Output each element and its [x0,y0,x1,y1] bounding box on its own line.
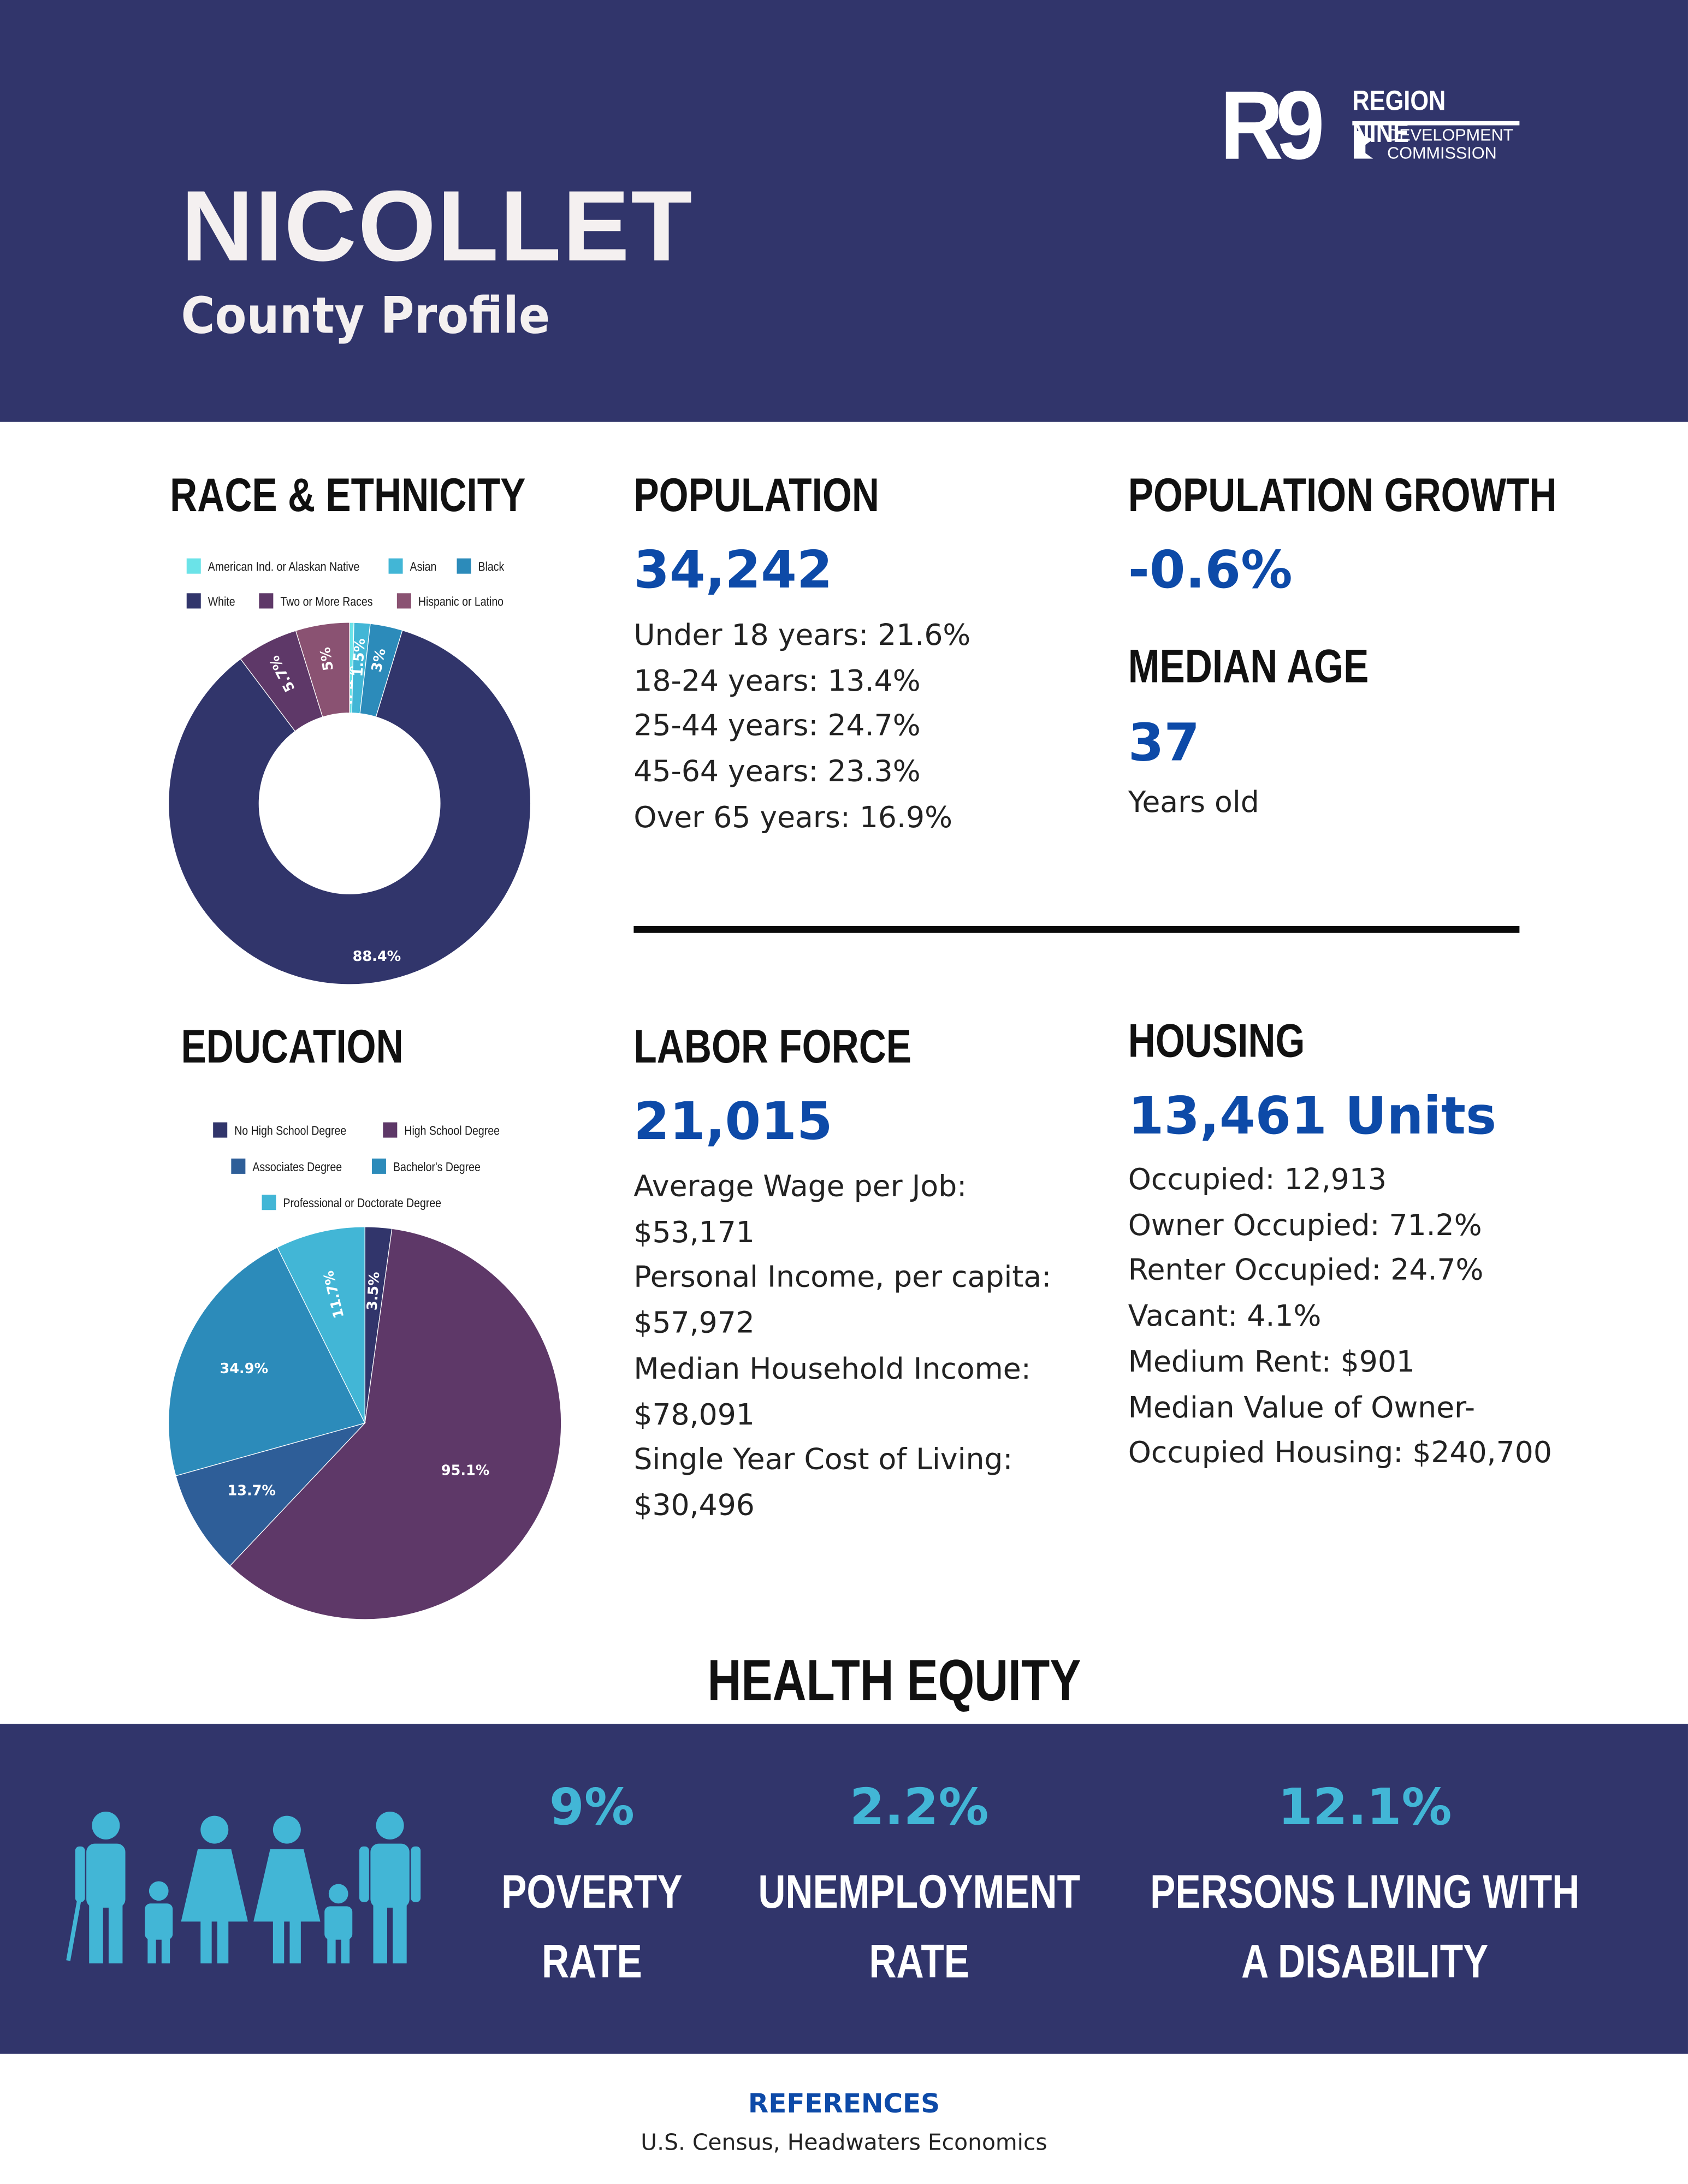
legend-label: White [208,594,235,608]
legend-swatch [262,1195,276,1210]
detail-line: $53,171 [633,1215,755,1249]
detail-line: Median Household Income: [633,1351,1031,1386]
legend-swatch [186,593,201,609]
legend-label: Associates Degree [252,1159,342,1173]
education-pie-chart: 3.5%95.1%13.7%34.9%11.7% [168,1226,562,1620]
health-band: 9% POVERTY RATE 2.2% UNEMPLOYMENT RATE 1… [0,1724,1688,2054]
legend-label: Black [478,559,505,573]
labor-title: LABOR FORCE [633,1020,912,1074]
family-icon [66,1811,421,1963]
housing-value: 13,461 Units [1128,1086,1497,1146]
slice-label: 3.5% [364,1271,383,1311]
slice-bachelor-s-degree [168,1247,366,1476]
detail-line: Personal Income, per capita: [633,1261,1052,1295]
slice-label: 13.7% [227,1483,275,1499]
stat-label: PERSONS LIVING WITH [1150,1866,1580,1919]
divider [633,925,1520,933]
stat-poverty: 9% POVERTY RATE [341,1779,843,1989]
logo-line2: DEVELOPMENT [1387,125,1514,145]
legend-swatch [259,593,274,609]
median-age-unit: Years old [1128,785,1259,819]
stat-value: 12.1% [1278,1779,1452,1837]
stat-value: 2.2% [849,1779,989,1837]
race-donut-chart: 0.4%1.5% 3%88.4%5.7% 5% [168,622,531,985]
slice-professional-or-doctorate-degree [276,1226,365,1423]
stat-label: RATE [869,1935,970,1989]
detail-line: 18-24 years: 13.4% [633,663,921,697]
labor-value: 21,015 [633,1091,833,1152]
references-title: REFERENCES [748,2088,940,2120]
detail-line: Medium Rent: $901 [1128,1345,1415,1379]
legend-label: High School Degree [404,1123,500,1137]
growth-value: -0.6% [1128,540,1293,601]
slice-label: 5% [317,646,337,672]
legend-swatch [457,558,471,574]
slice-label: 95.1% [441,1463,489,1479]
race-title: RACE & ETHNICITY [170,469,526,523]
stat-label: UNEMPLOYMENT [758,1866,1081,1919]
growth-title: POPULATION GROWTH [1128,469,1557,523]
detail-line: Single Year Cost of Living: [633,1443,1013,1476]
detail-line: Vacant: 4.1% [1128,1299,1322,1333]
detail-line: Owner Occupied: 71.2% [1128,1208,1482,1242]
population-title: POPULATION [633,469,880,523]
legend-label: No High School Degree [234,1123,347,1137]
population-breakdown: Under 18 years: 21.6% 18-24 years: 13.4% 2… [633,613,970,840]
legend-swatch [388,558,403,574]
detail-line: $57,972 [633,1306,755,1340]
median-age-value: 37 [1128,713,1200,773]
legend-swatch [396,593,411,609]
slice-label: 88.4% [353,948,401,965]
header-banner: NICOLLET County Profile R9 REGION NINE D… [0,0,1688,422]
region-nine-logo: R9 REGION NINE DEVELOPMENT COMMISSION [1220,71,1526,180]
legend-label: Two or More Races [280,594,373,608]
legend-swatch [213,1122,228,1138]
labor-details: Average Wage per Job: $53,171 Personal Inc… [633,1164,1051,1528]
median-age-title: MEDIAN AGE [1128,640,1369,694]
detail-line: Occupied Housing: $240,700 [1128,1435,1552,1470]
legend-label: Asian [410,559,437,573]
detail-line: 25-44 years: 24.7% [633,709,921,743]
legend-swatch [383,1122,398,1138]
slice-hispanic-or-latino [295,622,350,718]
housing-title: HOUSING [1128,1015,1305,1069]
housing-details: Occupied: 12,913 Owner Occupied: 71.2% Ren… [1128,1157,1552,1476]
detail-line: Renter Occupied: 24.7% [1128,1254,1484,1287]
logo-line3: COMMISSION [1387,143,1497,163]
logo-mark: R9 [1220,71,1325,180]
detail-line: 45-64 years: 23.3% [633,755,921,788]
logo-name: REGION NINE [1352,86,1446,149]
slice-high-school-degree [229,1228,562,1620]
stat-value: 9% [549,1779,635,1837]
detail-line: Under 18 years: 21.6% [633,618,971,652]
stat-disability: 12.1% PERSONS LIVING WITH A DISABILITY [1114,1779,1615,1989]
page-subtitle: County Profile [181,288,550,346]
health-title: HEALTH EQUITY [707,1647,1081,1713]
stat-label: POVERTY [501,1866,683,1919]
legend-label: Hispanic or Latino [418,594,504,608]
detail-line: $78,091 [633,1397,755,1431]
slice-associates-degree [175,1422,366,1566]
legend-label: American Ind. or Alaskan Native [208,559,360,573]
detail-line: Occupied: 12,913 [1128,1162,1387,1196]
legend-swatch [231,1158,246,1174]
slice-label: 34.9% [220,1361,268,1377]
legend-swatch [371,1158,386,1174]
slice-white [168,630,531,985]
legend-label: Bachelor's Degree [393,1159,481,1173]
legend-label: Professional or Doctorate Degree [283,1195,442,1209]
detail-line: $30,496 [633,1488,755,1522]
county-name: NICOLLET [181,171,694,283]
detail-line: Over 65 years: 16.9% [633,800,953,834]
legend-swatch [186,558,201,574]
references-sources: U.S. Census, Headwaters Economics [641,2129,1047,2156]
stat-unemployment: 2.2% UNEMPLOYMENT RATE [668,1779,1170,1989]
education-title: EDUCATION [181,1020,404,1074]
stat-label: A DISABILITY [1241,1935,1489,1989]
stat-label: RATE [542,1935,642,1989]
population-value: 34,242 [633,540,833,601]
detail-line: Median Value of Owner- [1128,1390,1476,1424]
detail-line: Average Wage per Job: [633,1170,967,1203]
